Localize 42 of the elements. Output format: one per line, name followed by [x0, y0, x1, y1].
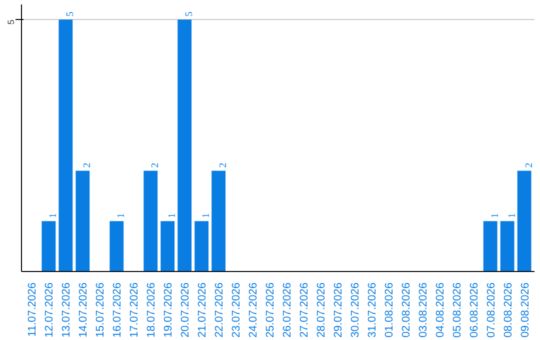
- x-tick-label: 31.07.2026: [366, 282, 378, 338]
- data-label: 2: [150, 162, 162, 168]
- data-label: 5: [65, 12, 76, 17]
- data-label: 1: [490, 213, 501, 218]
- x-tick-label: 23.07.2026: [230, 282, 243, 338]
- data-label: 5: [184, 12, 196, 17]
- x-tick-label: 06.08.2026: [468, 282, 480, 338]
- data-label: 1: [201, 213, 212, 218]
- data-label: 1: [116, 213, 128, 218]
- x-tick-label: 25.07.2026: [264, 282, 277, 338]
- x-tick-label: 04.08.2026: [434, 282, 446, 338]
- x-tick-label: 17.07.2026: [128, 282, 141, 338]
- x-tick-label: 14.07.2026: [78, 282, 90, 338]
- data-label: 2: [218, 162, 230, 168]
- x-tick-label: 26.07.2026: [281, 282, 294, 338]
- data-label: 2: [82, 162, 94, 168]
- x-tick-label: 13.07.2026: [60, 282, 73, 338]
- x-tick-label: 24.07.2026: [248, 282, 260, 338]
- x-tick-label: 12.07.2026: [44, 282, 56, 338]
- data-label: 1: [48, 213, 60, 218]
- data-label: 2: [524, 162, 535, 168]
- data-label: 1: [167, 213, 178, 218]
- x-tick-label: 08.08.2026: [502, 282, 514, 338]
- x-tick-label: 16.07.2026: [112, 282, 124, 338]
- x-tick-label: 21.07.2026: [196, 282, 209, 338]
- x-tick-label: 19.07.2026: [162, 282, 175, 338]
- x-tick-label: 03.08.2026: [417, 282, 430, 338]
- x-tick-label: 07.08.2026: [485, 282, 498, 338]
- x-tick-label: 20.07.2026: [180, 282, 192, 338]
- x-tick-label: 29.07.2026: [332, 282, 344, 338]
- x-tick-label: 27.07.2026: [298, 282, 310, 338]
- x-tick-label: 15.07.2026: [94, 282, 107, 338]
- x-tick-label: 28.07.2026: [315, 282, 328, 338]
- x-tick-label: 18.07.2026: [146, 282, 158, 338]
- x-tick-label: 01.08.2026: [383, 282, 396, 338]
- x-tick-label: 02.08.2026: [400, 282, 412, 338]
- x-tick-label: 11.07.2026: [26, 282, 39, 337]
- data-label: 1: [506, 213, 518, 218]
- x-tick-label: 22.07.2026: [214, 282, 226, 338]
- x-tick-label: 30.07.2026: [349, 282, 362, 338]
- x-tick-label: 09.08.2026: [519, 282, 532, 338]
- x-tick-label: 05.08.2026: [451, 282, 464, 338]
